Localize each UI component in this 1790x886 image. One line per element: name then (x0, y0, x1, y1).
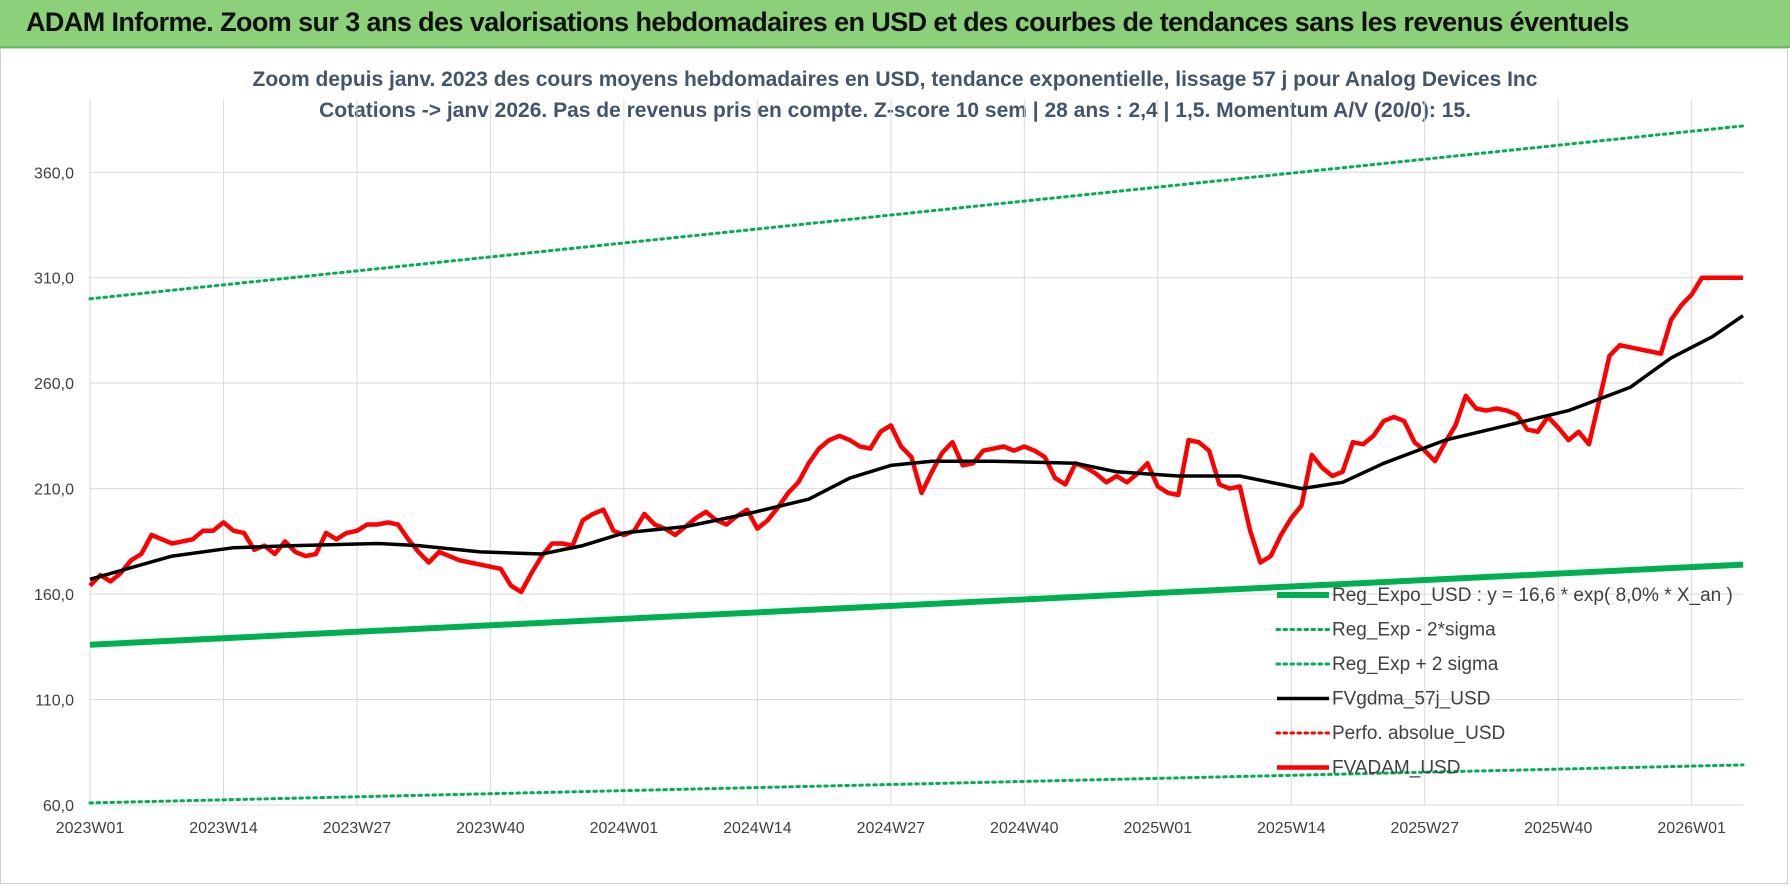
legend-label: Perfo. absolue_USD (1332, 723, 1505, 744)
y-axis-ticks: 60,0 110,0 160,0 210,0 260,0 310,0 360,0 (34, 165, 74, 815)
series-line-reg-expo-usd-y-16-6-exp-8-0-x-an- (89, 561, 1744, 648)
legend: Reg_Expo_USD : y = 16,6 * exp( 8,0% * X_… (1275, 585, 1733, 779)
grid-lines (89, 99, 1743, 806)
report-title: ADAM Informe. Zoom sur 3 ans des valoris… (26, 7, 1629, 37)
chart-area: Zoom depuis janv. 2023 des cours moyens … (34, 68, 1745, 837)
y-tick-label: 360,0 (34, 165, 74, 182)
x-tick-label: 2024W27 (857, 820, 926, 837)
y-tick-label: 260,0 (34, 376, 74, 393)
x-tick-label: 2023W01 (56, 820, 125, 837)
y-tick-label: 310,0 (34, 271, 74, 288)
x-tick-label: 2026W01 (1657, 820, 1726, 837)
y-tick-label: 160,0 (34, 587, 74, 604)
legend-label: Reg_Expo_USD : y = 16,6 * exp( 8,0% * X_… (1332, 585, 1733, 606)
chart-title-line1: Zoom depuis janv. 2023 des cours moyens … (253, 68, 1538, 91)
series-line-fvgdma-57j-usd (89, 314, 1744, 581)
report-banner: ADAM Informe. Zoom sur 3 ans des valoris… (0, 0, 1790, 48)
legend-label: FVADAM_USD (1332, 758, 1460, 779)
y-tick-label: 60,0 (43, 798, 74, 815)
x-tick-label: 2025W01 (1124, 820, 1193, 837)
x-axis-ticks: 2023W01 2023W14 2023W27 2023W40 2024W01 2024W… (56, 820, 1726, 837)
y-tick-label: 210,0 (34, 482, 74, 499)
series-group (88, 124, 1745, 805)
chart-title-line2: Cotations -> janv 2026. Pas de revenus p… (319, 99, 1471, 122)
series-line-reg-exp-2-sigma (88, 124, 1745, 301)
x-tick-label: 2024W01 (590, 820, 659, 837)
x-tick-label: 2025W40 (1524, 820, 1593, 837)
x-tick-label: 2025W27 (1390, 820, 1459, 837)
x-tick-label: 2024W40 (990, 820, 1059, 837)
legend-label: FVgdma_57j_USD (1332, 689, 1490, 710)
y-tick-label: 110,0 (35, 693, 74, 710)
x-tick-label: 2024W14 (723, 820, 792, 837)
series-line-fvadam-usd (88, 275, 1743, 595)
x-tick-label: 2023W40 (456, 820, 525, 837)
legend-label: Reg_Exp - 2*sigma (1332, 620, 1496, 641)
series-line-reg-exp-2-sigma (88, 763, 1745, 805)
x-tick-label: 2025W14 (1257, 820, 1326, 837)
legend-label: Reg_Exp + 2 sigma (1332, 654, 1499, 675)
x-tick-label: 2023W14 (189, 820, 258, 837)
x-tick-label: 2023W27 (323, 820, 392, 837)
